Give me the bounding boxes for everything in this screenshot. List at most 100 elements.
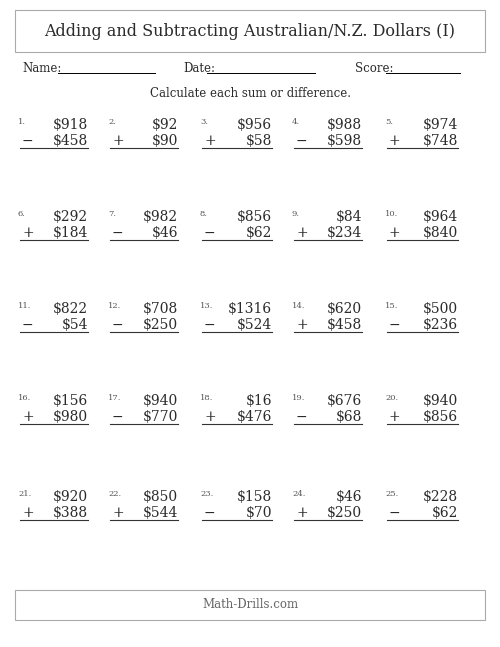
Text: −: − [296, 134, 308, 148]
Text: $918: $918 [53, 118, 88, 132]
Text: $544: $544 [142, 506, 178, 520]
Text: $748: $748 [422, 134, 458, 148]
Text: $856: $856 [423, 410, 458, 424]
Text: $58: $58 [246, 134, 272, 148]
Text: +: + [112, 506, 124, 520]
Text: $62: $62 [432, 506, 458, 520]
Text: +: + [296, 318, 308, 332]
Text: $236: $236 [423, 318, 458, 332]
Text: Calculate each sum or difference.: Calculate each sum or difference. [150, 87, 350, 100]
Text: $708: $708 [143, 302, 178, 316]
Text: Math-Drills.com: Math-Drills.com [202, 598, 298, 611]
Text: $68: $68 [336, 410, 362, 424]
Text: $980: $980 [53, 410, 88, 424]
Text: −: − [112, 318, 124, 332]
Text: −: − [204, 318, 216, 332]
Text: $54: $54 [62, 318, 88, 332]
Text: 10.: 10. [385, 210, 398, 218]
Text: $982: $982 [143, 210, 178, 224]
Text: $250: $250 [143, 318, 178, 332]
Text: 23.: 23. [200, 490, 213, 498]
Text: 12.: 12. [108, 302, 121, 310]
Text: $940: $940 [423, 394, 458, 408]
Text: $16: $16 [246, 394, 272, 408]
Text: $46: $46 [336, 490, 362, 504]
Text: 11.: 11. [18, 302, 32, 310]
Text: 16.: 16. [18, 394, 31, 402]
Text: 3.: 3. [200, 118, 208, 126]
Text: $598: $598 [327, 134, 362, 148]
Text: $956: $956 [237, 118, 272, 132]
Text: 1.: 1. [18, 118, 26, 126]
Text: 2.: 2. [108, 118, 116, 126]
Text: $524: $524 [237, 318, 272, 332]
Text: 4.: 4. [292, 118, 300, 126]
Text: +: + [389, 226, 400, 240]
Text: 15.: 15. [385, 302, 398, 310]
Text: $46: $46 [152, 226, 178, 240]
Text: +: + [22, 506, 34, 520]
Text: +: + [296, 226, 308, 240]
Text: $228: $228 [423, 490, 458, 504]
Text: $1316: $1316 [228, 302, 272, 316]
Text: $458: $458 [327, 318, 362, 332]
Text: $250: $250 [327, 506, 362, 520]
Text: +: + [22, 226, 34, 240]
Text: 25.: 25. [385, 490, 398, 498]
Text: $156: $156 [53, 394, 88, 408]
Text: $184: $184 [52, 226, 88, 240]
Text: Score:: Score: [355, 62, 394, 75]
Text: $822: $822 [53, 302, 88, 316]
Text: $988: $988 [327, 118, 362, 132]
Text: $90: $90 [152, 134, 178, 148]
Text: 17.: 17. [108, 394, 122, 402]
FancyBboxPatch shape [15, 10, 485, 52]
Text: −: − [204, 226, 216, 240]
Text: −: − [112, 226, 124, 240]
Text: −: − [22, 318, 34, 332]
Text: +: + [204, 410, 216, 424]
Text: $458: $458 [53, 134, 88, 148]
Text: +: + [112, 134, 124, 148]
Text: $940: $940 [143, 394, 178, 408]
Text: $676: $676 [327, 394, 362, 408]
Text: $62: $62 [246, 226, 272, 240]
Text: 13.: 13. [200, 302, 213, 310]
Text: +: + [22, 410, 34, 424]
Text: $388: $388 [53, 506, 88, 520]
Text: $234: $234 [327, 226, 362, 240]
Text: 9.: 9. [292, 210, 300, 218]
Text: $964: $964 [423, 210, 458, 224]
Text: 20.: 20. [385, 394, 398, 402]
Text: 21.: 21. [18, 490, 31, 498]
Text: −: − [296, 410, 308, 424]
Text: $158: $158 [237, 490, 272, 504]
Text: 24.: 24. [292, 490, 306, 498]
Text: 14.: 14. [292, 302, 306, 310]
Text: $840: $840 [423, 226, 458, 240]
Text: $920: $920 [53, 490, 88, 504]
Text: $476: $476 [236, 410, 272, 424]
Text: −: − [112, 410, 124, 424]
Text: $770: $770 [142, 410, 178, 424]
Text: 18.: 18. [200, 394, 213, 402]
Text: Date:: Date: [183, 62, 215, 75]
Text: 19.: 19. [292, 394, 306, 402]
Text: 7.: 7. [108, 210, 116, 218]
Text: $856: $856 [237, 210, 272, 224]
Text: $92: $92 [152, 118, 178, 132]
Text: $500: $500 [423, 302, 458, 316]
Text: +: + [389, 134, 400, 148]
Text: −: − [389, 506, 400, 520]
Text: −: − [22, 134, 34, 148]
FancyBboxPatch shape [15, 590, 485, 620]
Text: +: + [389, 410, 400, 424]
Text: $292: $292 [53, 210, 88, 224]
Text: −: − [204, 506, 216, 520]
Text: $84: $84 [336, 210, 362, 224]
Text: 8.: 8. [200, 210, 208, 218]
Text: 22.: 22. [108, 490, 121, 498]
Text: +: + [204, 134, 216, 148]
Text: Name:: Name: [22, 62, 62, 75]
Text: +: + [296, 506, 308, 520]
